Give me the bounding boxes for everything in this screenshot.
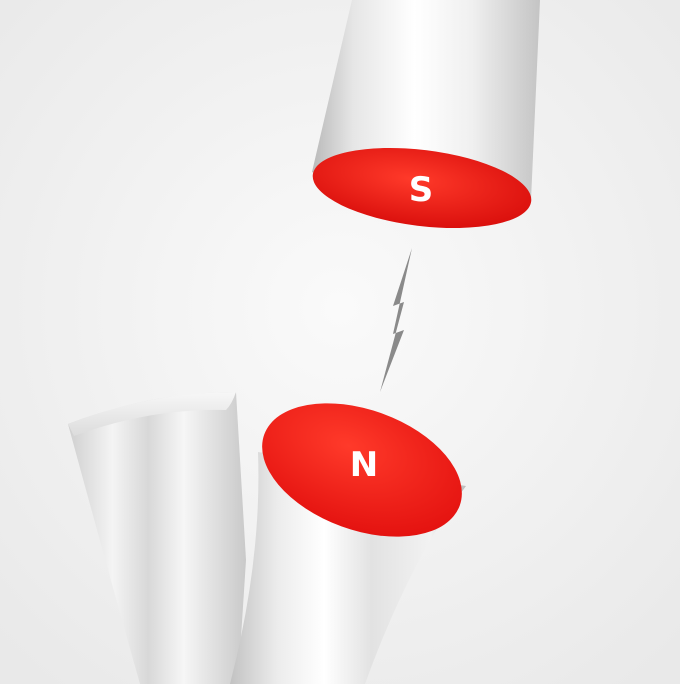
back-magnet xyxy=(68,392,246,684)
top-magnet-pole-face xyxy=(312,147,532,229)
bottom-magnet-pole-face xyxy=(262,403,462,537)
n-pole-label: N xyxy=(350,445,378,485)
back-magnet-top-cap xyxy=(68,392,236,436)
back-magnet-body xyxy=(68,392,246,684)
top-magnet: S xyxy=(312,0,540,229)
bottom-magnet: N xyxy=(230,403,466,684)
s-pole-label: S xyxy=(409,170,434,210)
lightning-bolt-icon xyxy=(380,248,412,392)
